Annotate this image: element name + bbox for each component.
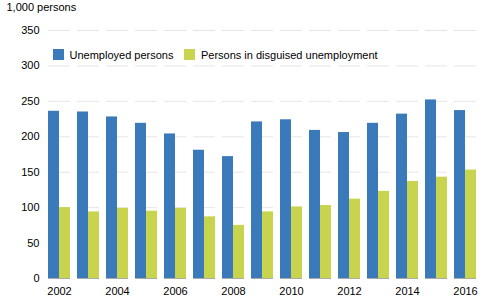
svg-text:100: 100 — [21, 201, 39, 213]
svg-text:2006: 2006 — [163, 285, 187, 297]
svg-text:350: 350 — [21, 24, 39, 36]
svg-text:200: 200 — [21, 130, 39, 142]
svg-text:2002: 2002 — [47, 285, 71, 297]
svg-text:2008: 2008 — [221, 285, 245, 297]
html-text:Persons in disguised unemploym: Persons in disguised unemployment — [201, 48, 378, 61]
svg-text:2010: 2010 — [279, 285, 303, 297]
svg-text:2014: 2014 — [395, 285, 419, 297]
svg-text:1,000 persons: 1,000 persons — [7, 1, 77, 13]
svg-text:2012: 2012 — [337, 285, 361, 297]
svg-text:50: 50 — [27, 237, 39, 249]
svg-text:300: 300 — [21, 59, 39, 71]
svg-text:250: 250 — [21, 95, 39, 107]
svg-text:0: 0 — [33, 272, 39, 284]
svg-text:150: 150 — [21, 166, 39, 178]
svg-text:2016: 2016 — [453, 285, 477, 297]
html-text:Unemployed persons: Unemployed persons — [69, 48, 174, 61]
svg-text:2004: 2004 — [105, 285, 129, 297]
